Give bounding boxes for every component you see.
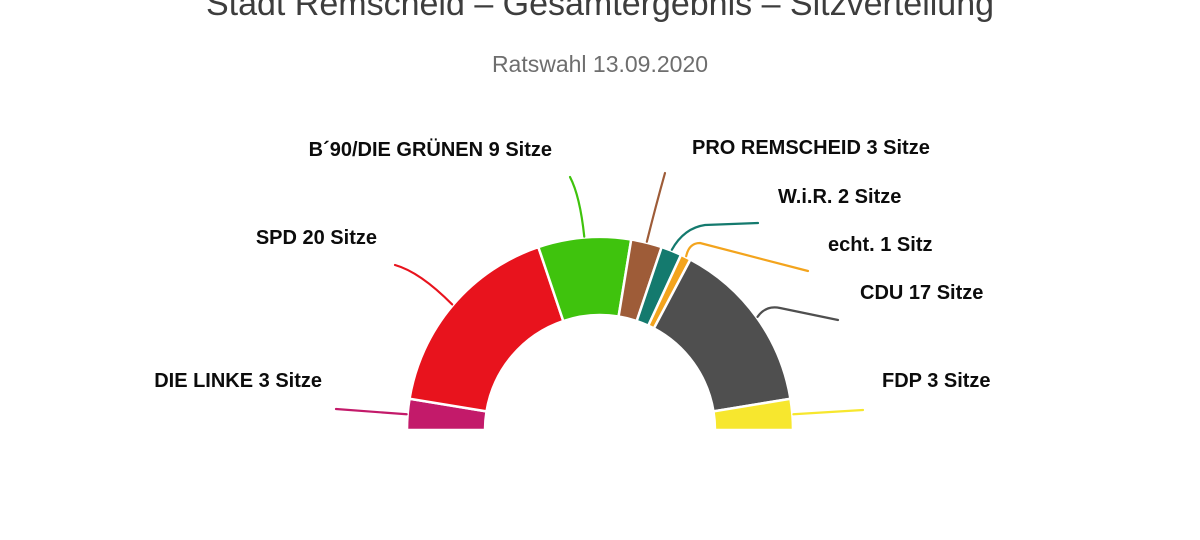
leader-line-echt: [685, 241, 810, 273]
segment-label-pro-remscheid: PRO REMSCHEID 3 Sitze: [692, 137, 930, 159]
leader-line-die-linke: [334, 407, 408, 416]
segment-label-spd: SPD 20 Sitze: [255, 227, 377, 249]
segment-label-echt: echt. 1 Sitz: [828, 234, 933, 256]
leader-line-pro-remscheid: [645, 171, 667, 243]
segment-fdp[interactable]: [712, 397, 795, 432]
segment-label-cdu: CDU 17 Sitze: [860, 282, 984, 304]
segment-spd[interactable]: [408, 245, 565, 413]
chart-subtitle: Ratswahl 13.09.2020: [491, 51, 709, 77]
leader-line-spd: [393, 263, 454, 306]
segment-label-fdp: FDP 3 Sitze: [882, 370, 991, 392]
leader-line-b-90-die-gr-nen: [568, 175, 586, 238]
chart-title: Stadt Remscheid – Gesamtergebnis – Sitzv…: [205, 0, 995, 23]
leader-line-w-i-r: [670, 221, 760, 251]
leader-line-cdu: [756, 306, 840, 322]
leader-line-fdp: [792, 408, 865, 416]
segment-label-b-90-die-gr-nen: B´90/DIE GRÜNEN 9 Sitze: [308, 139, 552, 161]
segment-label-w-i-r: W.i.R. 2 Sitze: [778, 186, 902, 208]
segment-label-die-linke: DIE LINKE 3 Sitze: [154, 370, 322, 392]
